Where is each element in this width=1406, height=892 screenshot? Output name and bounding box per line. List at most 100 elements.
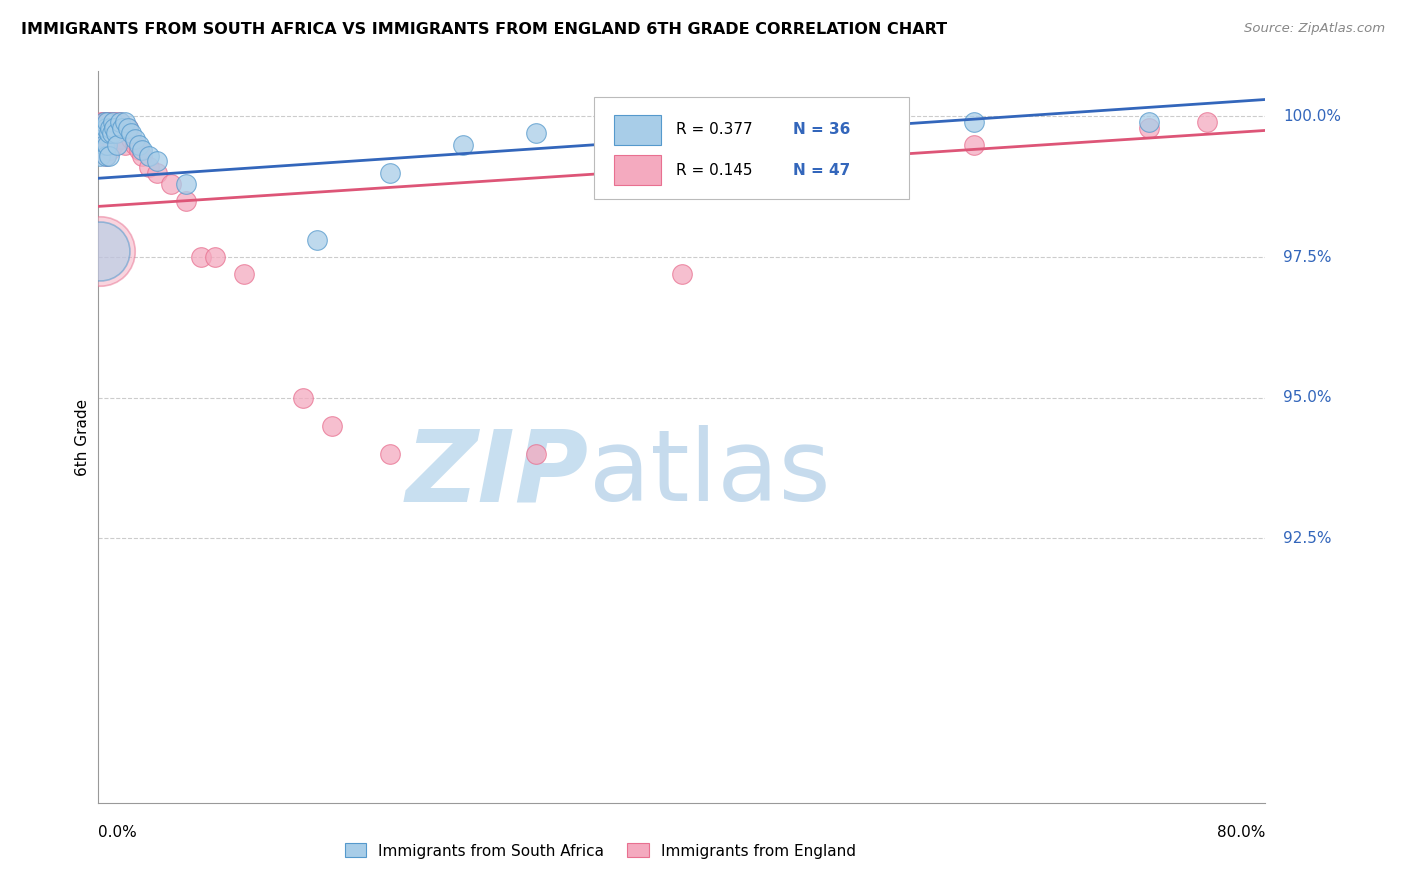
Point <box>451 137 474 152</box>
Point <box>128 143 150 157</box>
Point <box>97 126 120 140</box>
Point <box>524 126 547 140</box>
Point <box>138 160 160 174</box>
Point <box>108 132 131 146</box>
Text: R = 0.145: R = 0.145 <box>676 162 752 178</box>
Text: 80.0%: 80.0% <box>1218 825 1265 839</box>
Point <box>94 115 117 129</box>
Point <box>131 143 153 157</box>
Point <box>103 120 125 135</box>
Point <box>190 250 212 264</box>
Point <box>204 250 226 264</box>
Legend: Immigrants from South Africa, Immigrants from England: Immigrants from South Africa, Immigrants… <box>339 838 862 864</box>
Point <box>101 115 124 129</box>
Point <box>104 126 127 140</box>
Point <box>1137 115 1160 129</box>
Point <box>174 194 197 208</box>
Point <box>94 149 117 163</box>
Point <box>307 233 329 247</box>
Point <box>98 120 121 135</box>
Point <box>100 126 122 140</box>
Point <box>671 120 693 135</box>
Point <box>111 132 134 146</box>
Point <box>94 120 117 135</box>
Point <box>98 143 121 157</box>
Point <box>111 120 134 135</box>
Text: 97.5%: 97.5% <box>1282 250 1331 265</box>
Point <box>174 177 197 191</box>
Point <box>97 149 120 163</box>
Point <box>93 137 115 152</box>
Point <box>94 126 117 140</box>
Point <box>96 115 118 129</box>
Point <box>378 447 402 461</box>
Point <box>91 126 114 140</box>
Point <box>97 137 120 152</box>
Point <box>90 126 112 140</box>
Point <box>89 149 111 163</box>
Point <box>114 115 136 129</box>
Point <box>233 267 256 281</box>
Text: ZIP: ZIP <box>405 425 589 522</box>
Point <box>103 120 125 135</box>
Point <box>101 137 124 152</box>
Point <box>131 149 153 163</box>
Point <box>93 115 115 129</box>
Point <box>110 115 132 129</box>
Point <box>291 391 314 405</box>
Text: IMMIGRANTS FROM SOUTH AFRICA VS IMMIGRANTS FROM ENGLAND 6TH GRADE CORRELATION CH: IMMIGRANTS FROM SOUTH AFRICA VS IMMIGRAN… <box>21 22 948 37</box>
Text: N = 47: N = 47 <box>793 162 851 178</box>
Point <box>524 447 547 461</box>
Text: 100.0%: 100.0% <box>1282 109 1341 124</box>
Point <box>321 418 343 433</box>
Text: 0.0%: 0.0% <box>98 825 138 839</box>
Point <box>93 115 115 129</box>
Point <box>962 115 984 129</box>
Point <box>104 115 127 129</box>
Point <box>120 126 142 140</box>
Point <box>91 132 114 146</box>
Point <box>100 126 122 140</box>
Point <box>378 166 402 180</box>
Point <box>94 149 117 163</box>
Point <box>89 244 111 259</box>
Point <box>671 267 693 281</box>
Point <box>962 137 984 152</box>
Point <box>97 115 120 129</box>
Point <box>160 177 183 191</box>
Point <box>98 115 121 129</box>
FancyBboxPatch shape <box>614 115 661 145</box>
Text: Source: ZipAtlas.com: Source: ZipAtlas.com <box>1244 22 1385 36</box>
Point <box>90 115 112 129</box>
Text: N = 36: N = 36 <box>793 122 851 137</box>
Point <box>117 120 139 135</box>
FancyBboxPatch shape <box>595 97 910 200</box>
Point <box>117 120 139 135</box>
Point <box>90 120 112 135</box>
Point <box>89 244 111 259</box>
Point <box>96 137 118 152</box>
Point <box>96 137 118 152</box>
Point <box>138 149 160 163</box>
Text: 95.0%: 95.0% <box>1282 390 1331 405</box>
Point <box>124 137 146 152</box>
Point <box>91 115 114 129</box>
Point <box>817 166 839 180</box>
Point <box>105 126 128 140</box>
Point <box>1195 115 1218 129</box>
Point <box>146 166 169 180</box>
Text: R = 0.377: R = 0.377 <box>676 122 752 137</box>
Text: 92.5%: 92.5% <box>1282 531 1331 546</box>
Point <box>105 137 128 152</box>
FancyBboxPatch shape <box>614 155 661 185</box>
Point <box>817 115 839 129</box>
Point <box>114 137 136 152</box>
Point <box>89 137 111 152</box>
Point <box>128 137 150 152</box>
Point <box>96 115 118 129</box>
Point <box>120 132 142 146</box>
Point <box>110 115 132 129</box>
Point <box>1137 120 1160 135</box>
Point <box>124 132 146 146</box>
Text: atlas: atlas <box>589 425 830 522</box>
